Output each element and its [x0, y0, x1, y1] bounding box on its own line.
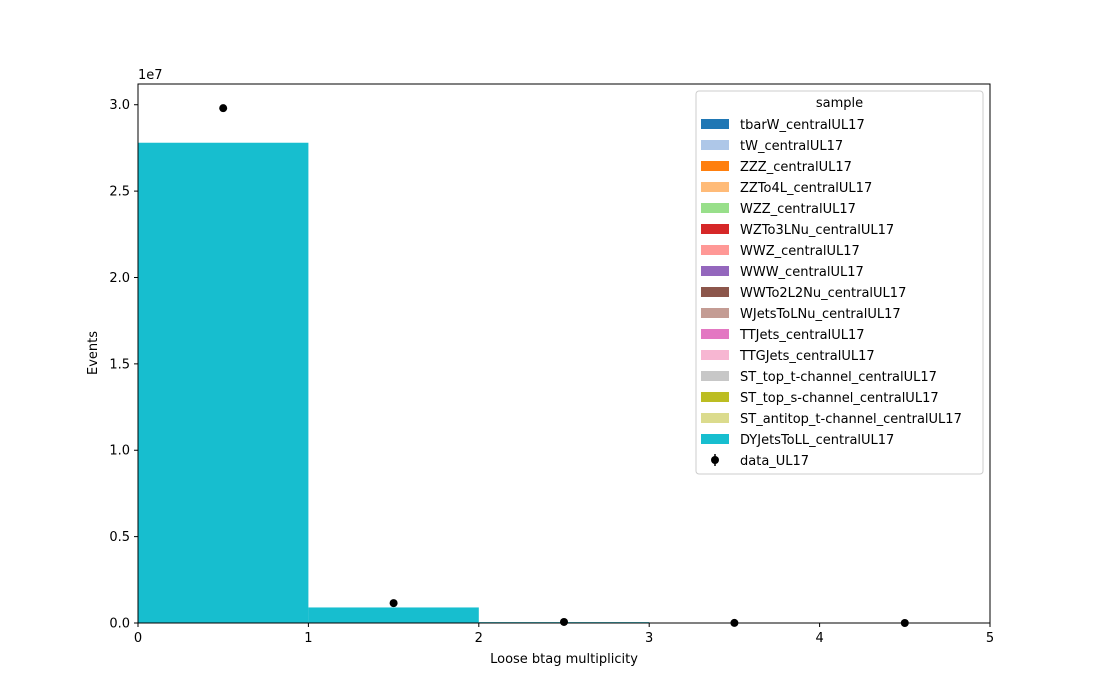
legend-label-13: ST_top_s-channel_centralUL17: [740, 391, 939, 406]
legend-label-8: WWTo2L2Nu_centralUL17: [740, 286, 906, 301]
legend-label-7: WWW_centralUL17: [740, 265, 864, 280]
legend-label-5: WZTo3LNu_centralUL17: [740, 223, 894, 238]
legend-swatch-7: [701, 266, 729, 276]
legend-label-14: ST_antitop_t-channel_centralUL17: [740, 412, 962, 427]
data-point-0: [219, 104, 228, 113]
x-tick-label-5: 5: [986, 631, 994, 646]
x-tick-label-1: 1: [304, 631, 312, 646]
legend-label-data: data_UL17: [740, 454, 809, 469]
legend-swatch-8: [701, 287, 729, 297]
legend-label-10: TTJets_centralUL17: [739, 328, 865, 343]
legend-swatch-0: [701, 119, 729, 129]
data-point-1: [389, 599, 398, 608]
legend-label-15: DYJetsToLL_centralUL17: [740, 433, 894, 448]
x-axis: 0 1 2 3 4 5: [134, 623, 994, 646]
legend-swatch-9: [701, 308, 729, 318]
y-scale-label: 1e7: [138, 68, 163, 83]
legend-swatch-4: [701, 203, 729, 213]
legend-swatch-12: [701, 371, 729, 381]
legend-label-4: WZZ_centralUL17: [740, 202, 856, 217]
y-tick-label-1: 0.5: [109, 530, 130, 545]
legend-swatch-5: [701, 224, 729, 234]
legend-swatch-13: [701, 392, 729, 402]
legend-swatch-10: [701, 329, 729, 339]
y-tick-label-5: 2.5: [109, 185, 130, 200]
legend-label-12: ST_top_t-channel_centralUL17: [740, 370, 937, 385]
legend-swatch-3: [701, 182, 729, 192]
legend-swatch-2: [701, 161, 729, 171]
bar-DYJetsToLL_centralUL17-bin-0: [138, 142, 309, 623]
y-tick-label-2: 1.0: [109, 444, 130, 459]
legend-swatch-1: [701, 140, 729, 150]
y-tick-label-6: 3.0: [109, 98, 130, 113]
legend-swatch-11: [701, 350, 729, 360]
legend-label-9: WJetsToLNu_centralUL17: [740, 307, 901, 322]
x-tick-label-2: 2: [475, 631, 483, 646]
y-tick-label-3: 1.5: [109, 357, 130, 372]
legend-swatch-15: [701, 434, 729, 444]
y-tick-label-0: 0.0: [109, 617, 130, 632]
legend-label-6: WWZ_centralUL17: [740, 244, 860, 259]
legend-label-0: tbarW_centralUL17: [740, 118, 865, 133]
legend-label-3: ZZTo4L_centralUL17: [740, 181, 872, 196]
stacked-bars: [138, 142, 650, 624]
legend-data-marker: [711, 456, 719, 464]
legend-label-1: tW_centralUL17: [740, 139, 843, 154]
x-tick-label-4: 4: [815, 631, 823, 646]
legend-box: [695, 90, 984, 475]
y-tick-label-4: 2.0: [109, 271, 130, 286]
legend-label-2: ZZZ_centralUL17: [740, 160, 852, 175]
legend-entries: tbarW_centralUL17 tW_centralUL17 ZZZ_centr…: [701, 118, 962, 469]
legend-swatch-14: [701, 413, 729, 423]
legend-label-11: TTGJets_centralUL17: [739, 349, 875, 364]
legend-swatch-6: [701, 245, 729, 255]
x-tick-label-3: 3: [645, 631, 653, 646]
legend: sample tbarW_centralUL17 tW_centralUL17 ZZ…: [695, 90, 984, 475]
bar-DYJetsToLL_centralUL17-bin-1: [308, 607, 479, 623]
x-axis-label: Loose btag multiplicity: [490, 652, 638, 667]
y-axis-label: Events: [86, 331, 101, 375]
data-point-2: [560, 617, 568, 626]
x-tick-label-0: 0: [134, 631, 142, 646]
plot-frame: [137, 83, 991, 624]
legend-title: sample: [816, 96, 863, 111]
y-axis: 0.0 0.5 1.0 1.5 2.0 2.5 3.0: [109, 98, 138, 632]
